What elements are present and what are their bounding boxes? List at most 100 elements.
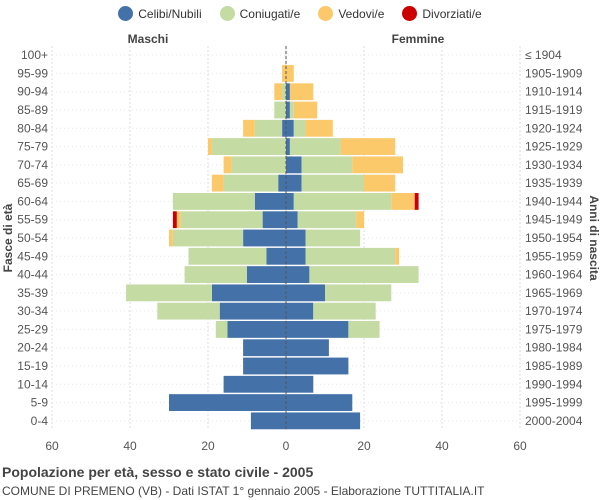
bar-male-coniugati (172, 229, 244, 247)
birth-year-label: 1980-1984 (525, 341, 583, 355)
birth-year-label: 1915-1919 (525, 103, 583, 117)
bar-female-coniugati (301, 156, 353, 174)
bar-male-celibi (250, 412, 286, 430)
bar-female-celibi (286, 357, 349, 375)
bar-female-coniugati (293, 193, 392, 210)
bar-female-celibi (286, 156, 302, 174)
legend-item-coniugati: Coniugati/e (219, 6, 301, 21)
birth-year-label: 1945-1949 (525, 213, 583, 227)
birth-year-label: 1950-1954 (525, 231, 583, 245)
age-group-label: 95-99 (17, 66, 48, 80)
legend-item-vedovi: Vedovi/e (318, 6, 384, 21)
age-group-label: 60-64 (17, 194, 48, 208)
bar-male-coniugati (180, 211, 263, 229)
bar-male-celibi (243, 339, 286, 357)
bar-male-coniugati (274, 101, 286, 119)
bar-male-coniugati (188, 247, 267, 265)
bar-male-celibi (243, 229, 286, 247)
birth-year-label: 1955-1959 (525, 249, 583, 263)
age-group-label: 100+ (21, 48, 48, 62)
age-group-label: 25-29 (17, 322, 48, 336)
bar-male-vedovi (243, 119, 255, 137)
bar-male-coniugati (254, 119, 283, 137)
bar-male-vedovi (169, 229, 173, 247)
legend-item-divorziati: Divorziati/e (402, 6, 482, 21)
legend-label-coniugati: Coniugati/e (239, 6, 301, 21)
bar-female-celibi (286, 83, 290, 101)
bar-female-vedovi (352, 156, 403, 174)
x-tick-label: 60 (45, 439, 59, 453)
bar-female-coniugati (313, 302, 376, 320)
legend-label-vedovi: Vedovi/e (338, 6, 385, 21)
x-tick-label: 0 (283, 439, 290, 453)
bar-female-celibi (286, 394, 353, 411)
legend-label-celibi: Celibi/Nubili (138, 6, 202, 21)
legend-swatch-coniugati (219, 6, 235, 21)
x-tick-label: 40 (435, 439, 449, 453)
bar-female-celibi (286, 375, 314, 393)
bar-female-coniugati (309, 266, 419, 283)
bar-male-divorziati (172, 211, 177, 229)
bar-male-celibi (254, 193, 286, 210)
age-group-label: 0-4 (31, 414, 49, 428)
bar-male-vedovi (274, 83, 283, 101)
age-group-label: 70-74 (17, 158, 48, 172)
bar-female-divorziati (414, 193, 419, 210)
age-group-label: 50-54 (17, 231, 48, 245)
birth-year-label: 1940-1944 (525, 194, 583, 208)
age-group-label: 75-79 (17, 140, 48, 154)
bar-female-vedovi (305, 119, 333, 137)
y-axis-title-left: Fasce di età (1, 203, 15, 272)
birth-year-label: 1975-1979 (525, 322, 583, 336)
bar-male-coniugati (211, 138, 286, 155)
bar-female-coniugati (297, 211, 357, 229)
age-group-label: 65-69 (17, 176, 48, 190)
age-group-label: 10-14 (17, 377, 48, 391)
population-pyramid-chart: 60 40 20 0 20 40 60 100+ ≤ 1904 95-99 1905-1909 90-… (1, 32, 600, 453)
bar-female-celibi (286, 229, 306, 247)
bar-male-vedovi (223, 156, 232, 174)
bar-female-vedovi (286, 65, 294, 82)
bar-female-celibi (286, 193, 294, 210)
x-tick-label: 40 (123, 439, 137, 453)
x-tick-label: 60 (513, 439, 527, 453)
bar-male-coniugati (282, 83, 286, 101)
chart-title: Popolazione per età, sesso e stato civil… (2, 464, 314, 480)
bar-female-vedovi (356, 211, 364, 229)
legend-swatch-vedovi (318, 6, 334, 21)
bar-male-celibi (247, 266, 286, 283)
bar-female-celibi (286, 266, 310, 283)
age-group-label: 55-59 (17, 213, 48, 227)
bar-female-coniugati (289, 138, 341, 155)
age-group-label: 5-9 (31, 396, 49, 410)
age-group-label: 40-44 (17, 268, 48, 282)
age-group-label: 20-24 (17, 341, 48, 355)
birth-year-label: 1910-1914 (525, 85, 583, 99)
bar-male-vedovi (282, 65, 286, 82)
age-group-label: 85-89 (17, 103, 48, 117)
bar-female-vedovi (293, 101, 318, 119)
legend-item-celibi: Celibi/Nubili (118, 6, 202, 21)
bar-male-celibi (266, 247, 286, 265)
chart-subtitle: COMUNE DI PREMENO (VB) - Dati ISTAT 1° g… (2, 484, 485, 498)
age-group-label: 15-19 (17, 359, 48, 373)
bar-female-celibi (286, 302, 314, 320)
bar-female-celibi (286, 321, 349, 338)
bar-female-celibi (286, 247, 306, 265)
legend-swatch-celibi (118, 6, 134, 21)
legend-swatch-divorziati (402, 6, 418, 21)
birth-year-label: 1990-1994 (525, 377, 583, 391)
bar-female-celibi (286, 412, 361, 430)
bar-female-celibi (286, 211, 298, 229)
bar-male-celibi (219, 302, 286, 320)
bar-male-celibi (169, 394, 286, 411)
bar-female-coniugati (305, 247, 396, 265)
bar-male-coniugati (231, 156, 286, 174)
age-group-label: 30-34 (17, 304, 48, 318)
bar-male-coniugati (184, 266, 247, 283)
bar-male-coniugati (126, 284, 212, 302)
birth-year-label: 1960-1964 (525, 268, 583, 282)
birth-year-label: 1985-1989 (525, 359, 583, 373)
age-group-label: 45-49 (17, 249, 48, 263)
birth-year-label: 1995-1999 (525, 396, 583, 410)
